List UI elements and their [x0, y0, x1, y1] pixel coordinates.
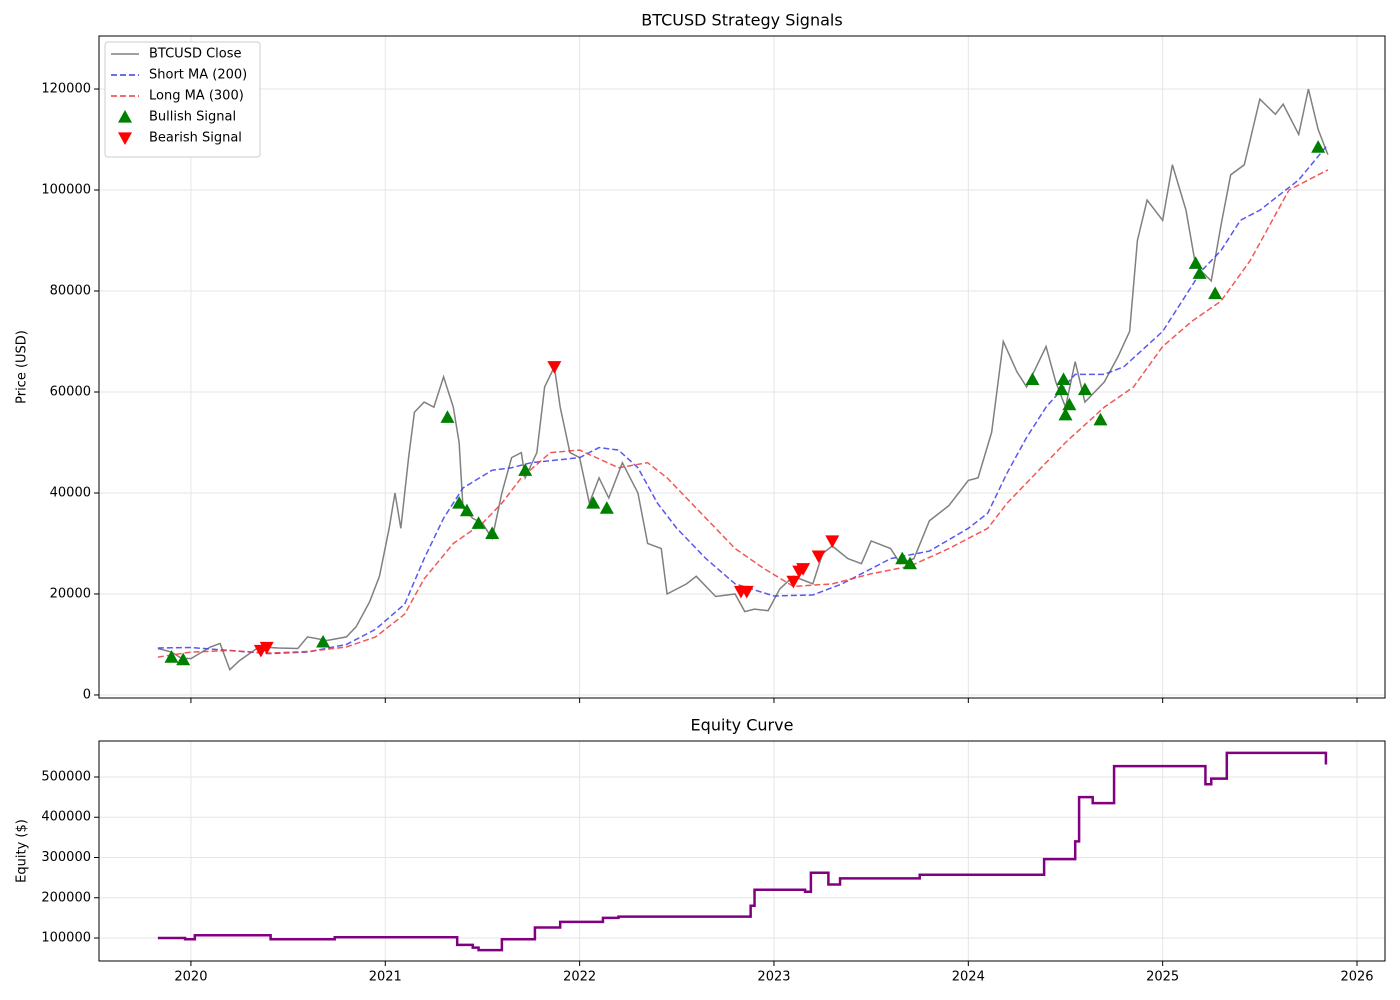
- chart-title: Equity Curve: [691, 716, 794, 735]
- signal-marker: [1208, 286, 1223, 300]
- x-tick-label: 2021: [369, 970, 402, 985]
- plot-frame: [98, 35, 1386, 699]
- signal-marker: [1192, 266, 1207, 279]
- series-line: [157, 144, 1329, 655]
- signal-marker: [599, 501, 614, 514]
- y-tick-label: 0: [83, 687, 91, 702]
- signal-marker: [440, 410, 455, 423]
- signal-marker: [518, 463, 533, 476]
- signal-marker: [1093, 412, 1108, 426]
- y-tick-label: 120000: [41, 82, 91, 97]
- signal-marker: [811, 550, 826, 564]
- y-tick-label: 500000: [41, 769, 91, 784]
- signal-marker: [895, 551, 910, 565]
- signal-marker: [547, 361, 562, 374]
- y-tick-label: 20000: [50, 586, 91, 601]
- x-tick-label: 2025: [1146, 970, 1179, 985]
- signal-marker: [471, 516, 486, 529]
- signal-marker: [1058, 407, 1073, 421]
- legend-box: [104, 41, 261, 158]
- signal-marker: [786, 575, 801, 589]
- signal-marker: [1054, 382, 1069, 396]
- y-tick-label: 300000: [41, 850, 91, 865]
- y-tick-label: 100000: [41, 931, 91, 946]
- signal-marker: [459, 503, 474, 517]
- signal-marker: [1311, 140, 1326, 153]
- legend-swatch: [118, 132, 132, 145]
- y-axis-label: Price (USD): [15, 330, 30, 404]
- signal-marker: [316, 634, 331, 648]
- y-tick-label: 400000: [41, 810, 91, 825]
- legend-label: Bearish Signal: [149, 131, 242, 146]
- signal-marker: [452, 496, 467, 509]
- signal-marker: [796, 563, 811, 576]
- signal-marker: [1056, 372, 1071, 385]
- signal-marker: [1062, 397, 1077, 411]
- plot-frame: [98, 740, 1386, 962]
- legend-label: Short MA (200): [149, 68, 247, 83]
- signal-marker: [586, 496, 601, 509]
- legend-label: Bullish Signal: [149, 110, 236, 125]
- signal-marker: [825, 535, 840, 548]
- x-tick-label: 2026: [1340, 970, 1373, 985]
- y-tick-label: 200000: [41, 890, 91, 905]
- series-line: [157, 88, 1329, 672]
- signal-marker: [903, 556, 918, 570]
- y-tick-label: 40000: [50, 485, 91, 500]
- signal-marker: [1077, 382, 1092, 396]
- chart-title: BTCUSD Strategy Signals: [641, 11, 842, 30]
- signal-marker: [1188, 256, 1203, 269]
- legend-label: Long MA (300): [149, 89, 244, 104]
- legend-label: BTCUSD Close: [149, 47, 242, 62]
- y-tick-label: 80000: [50, 284, 91, 299]
- legend-swatch: [118, 110, 132, 123]
- x-tick-label: 2023: [757, 970, 790, 985]
- signal-marker: [259, 641, 274, 655]
- x-tick-label: 2022: [563, 970, 596, 985]
- y-axis-label: Equity ($): [15, 819, 30, 883]
- signal-marker: [164, 650, 179, 663]
- y-tick-label: 60000: [50, 384, 91, 399]
- x-tick-label: 2024: [952, 970, 985, 985]
- series-line: [157, 169, 1329, 658]
- signal-marker: [1025, 372, 1040, 385]
- series-line: [157, 751, 1328, 952]
- signal-marker: [739, 585, 754, 599]
- signal-marker: [485, 526, 500, 539]
- signal-marker: [176, 652, 191, 666]
- y-tick-label: 100000: [41, 183, 91, 198]
- x-tick-label: 2020: [174, 970, 207, 985]
